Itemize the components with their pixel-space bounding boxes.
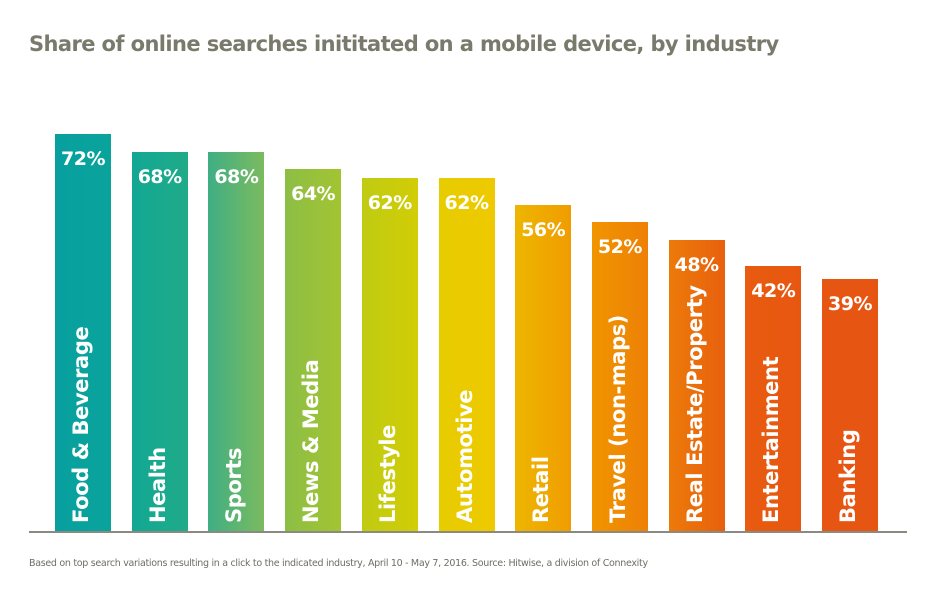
- bar: 72% Food & Beverage: [55, 134, 111, 531]
- category-label: Banking: [836, 429, 860, 523]
- data-label: 52%: [597, 236, 642, 259]
- data-label: 39%: [828, 293, 872, 316]
- data-label: 56%: [521, 218, 566, 241]
- category-label: Retail: [529, 456, 554, 523]
- bar: 64% News & Media: [285, 169, 342, 531]
- data-label: 48%: [674, 253, 719, 276]
- category-label: Health: [145, 447, 170, 523]
- bar: 39% Banking: [822, 279, 878, 531]
- category-label: Travel (non-maps): [605, 314, 630, 523]
- data-label: 64%: [291, 183, 336, 206]
- data-label: 68%: [137, 165, 182, 188]
- data-label: 62%: [367, 192, 412, 215]
- category-label: Sports: [222, 447, 247, 523]
- data-label: 62%: [444, 192, 489, 215]
- x-axis-line: [29, 531, 907, 533]
- category-label: Lifestyle: [375, 424, 400, 523]
- bar: 62% Lifestyle: [361, 178, 418, 531]
- bar: 62% Automotive: [438, 178, 495, 531]
- bar: 56% Retail: [515, 204, 572, 531]
- category-label: Automotive: [452, 389, 477, 523]
- data-label: 72%: [61, 148, 105, 171]
- data-label: 68%: [214, 165, 259, 188]
- category-label: Entertainment: [759, 356, 784, 523]
- data-label: 42%: [751, 280, 796, 303]
- category-label: Real Estate/Property: [682, 285, 707, 523]
- category-label: News & Media: [299, 359, 324, 523]
- chart-title: Share of online searches inititated on a…: [29, 32, 779, 56]
- bar: 52% Travel (non-maps): [591, 222, 648, 531]
- bar: 42% Entertainment: [745, 266, 802, 531]
- bar: 68% Sports: [208, 151, 265, 531]
- bar: 68% Health: [131, 151, 188, 531]
- bar: 48% Real Estate/Property: [668, 239, 725, 531]
- footnote: Based on top search variations resulting…: [29, 558, 648, 569]
- category-label: Food & Beverage: [69, 326, 93, 523]
